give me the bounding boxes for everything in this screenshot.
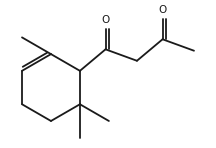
Text: O: O	[159, 5, 167, 15]
Text: O: O	[102, 15, 110, 25]
